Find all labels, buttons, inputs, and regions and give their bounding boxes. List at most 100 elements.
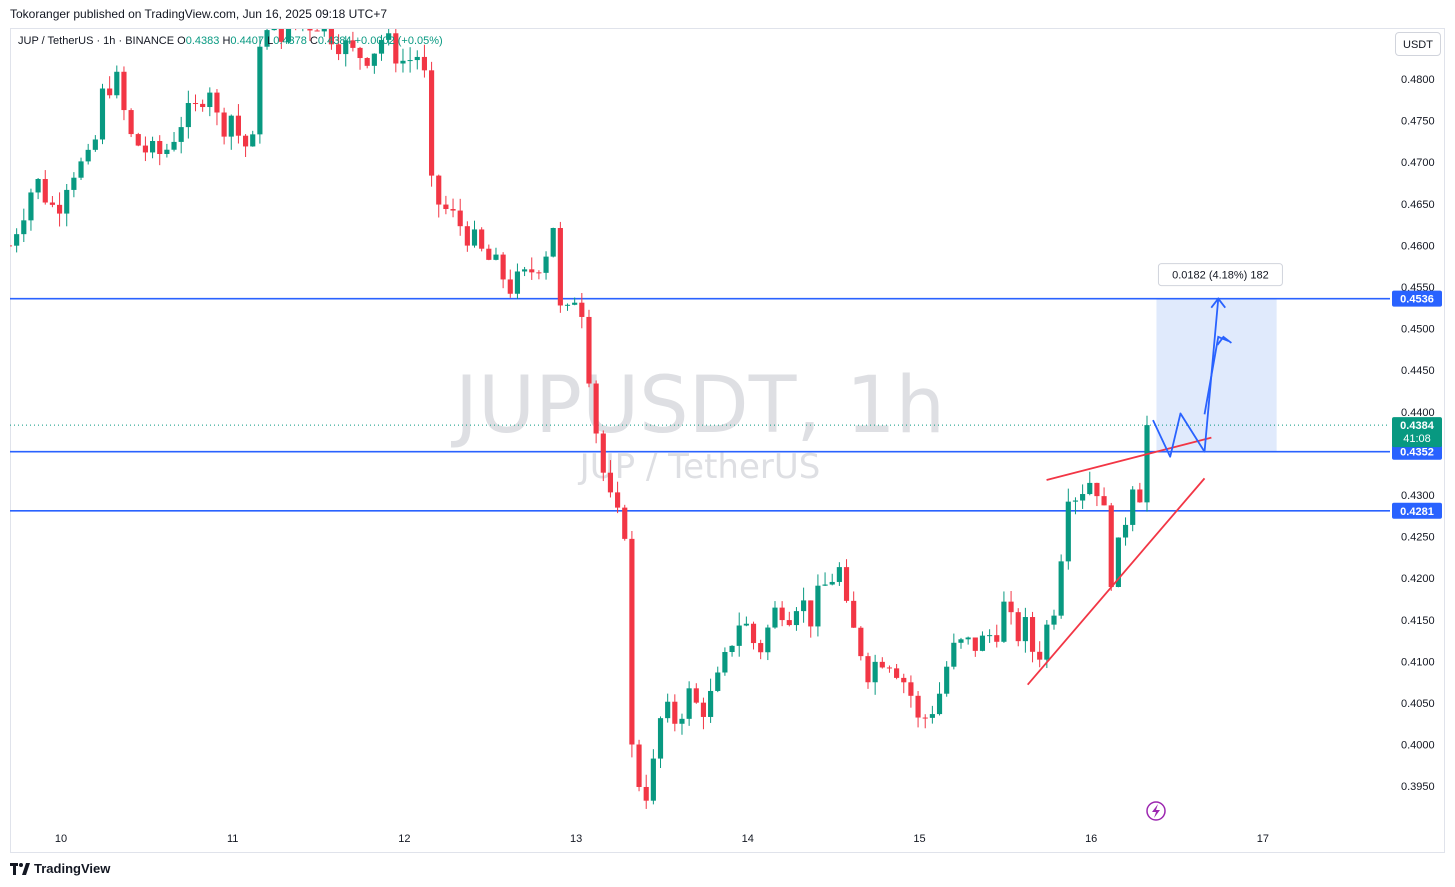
candle[interactable]	[14, 228, 20, 253]
candle[interactable]	[615, 481, 621, 514]
candle[interactable]	[99, 83, 106, 145]
trendline-2[interactable]	[1026, 477, 1206, 686]
candle[interactable]	[107, 76, 113, 99]
candle[interactable]	[429, 61, 435, 187]
candle[interactable]	[493, 247, 499, 261]
candle[interactable]	[414, 50, 420, 70]
candle[interactable]	[371, 53, 377, 74]
candle[interactable]	[536, 270, 542, 280]
candle[interactable]	[922, 714, 928, 729]
candle[interactable]	[936, 682, 943, 716]
candle[interactable]	[1122, 517, 1129, 546]
candle[interactable]	[228, 114, 234, 150]
candle[interactable]	[71, 172, 77, 198]
candle[interactable]	[336, 34, 342, 61]
candle[interactable]	[457, 198, 463, 236]
candle[interactable]	[264, 19, 270, 50]
candle[interactable]	[350, 31, 356, 52]
candle[interactable]	[1058, 554, 1064, 619]
candle[interactable]	[271, 21, 277, 31]
candle[interactable]	[643, 774, 649, 809]
candle[interactable]	[78, 157, 84, 180]
projection-path[interactable]	[1152, 298, 1220, 458]
candle[interactable]	[543, 251, 549, 280]
candle[interactable]	[92, 135, 98, 152]
candle[interactable]	[507, 269, 513, 298]
candle[interactable]	[1094, 482, 1100, 507]
candle[interactable]	[672, 694, 678, 732]
candle[interactable]	[357, 46, 363, 70]
candle[interactable]	[343, 35, 349, 67]
candle[interactable]	[149, 136, 156, 159]
candle[interactable]	[464, 221, 470, 252]
candle[interactable]	[407, 47, 413, 73]
candle[interactable]	[28, 188, 34, 231]
candle[interactable]	[278, 23, 284, 49]
candle[interactable]	[879, 657, 885, 669]
candle[interactable]	[49, 196, 55, 208]
candle[interactable]	[21, 208, 27, 242]
candle[interactable]	[758, 639, 764, 660]
candle[interactable]	[1130, 486, 1136, 532]
candle[interactable]	[471, 220, 478, 248]
candle[interactable]	[929, 705, 935, 724]
candle[interactable]	[965, 636, 971, 645]
candle[interactable]	[207, 87, 213, 117]
candle[interactable]	[629, 531, 635, 758]
candle[interactable]	[886, 665, 893, 673]
candle[interactable]	[514, 263, 521, 300]
candle[interactable]	[872, 654, 878, 695]
candle[interactable]	[307, 21, 313, 41]
candle[interactable]	[142, 136, 148, 162]
symbol-title[interactable]: JUP / TetherUS · 1h · BINANCE	[18, 35, 175, 47]
candle[interactable]	[944, 661, 950, 697]
candle[interactable]	[972, 637, 978, 657]
candle[interactable]	[579, 292, 585, 329]
candle[interactable]	[321, 22, 327, 37]
candle[interactable]	[815, 574, 821, 637]
candle[interactable]	[285, 7, 292, 44]
candle[interactable]	[1015, 608, 1021, 647]
candle[interactable]	[901, 673, 907, 694]
candle[interactable]	[1029, 611, 1036, 663]
candle[interactable]	[829, 573, 835, 586]
candle[interactable]	[657, 716, 664, 769]
candle[interactable]	[443, 195, 449, 215]
candle[interactable]	[450, 198, 456, 218]
candle[interactable]	[479, 227, 485, 252]
candle[interactable]	[1072, 497, 1079, 515]
candle[interactable]	[736, 612, 742, 657]
candle[interactable]	[328, 16, 335, 50]
candle[interactable]	[192, 94, 199, 112]
candle[interactable]	[1001, 591, 1007, 643]
candle[interactable]	[257, 37, 263, 144]
candle[interactable]	[557, 221, 563, 313]
candle[interactable]	[185, 90, 191, 139]
candle[interactable]	[858, 626, 864, 661]
candle[interactable]	[56, 192, 63, 227]
candle[interactable]	[593, 380, 599, 444]
candle[interactable]	[529, 257, 535, 280]
candle[interactable]	[786, 611, 792, 627]
candle[interactable]	[1051, 609, 1057, 630]
candle[interactable]	[607, 460, 614, 498]
candle[interactable]	[522, 266, 528, 277]
candle[interactable]	[486, 244, 492, 261]
candle[interactable]	[715, 666, 721, 693]
candle[interactable]	[1022, 607, 1028, 653]
candle[interactable]	[622, 504, 628, 541]
candle[interactable]	[386, 26, 392, 46]
candle[interactable]	[300, 24, 305, 32]
candle[interactable]	[808, 600, 814, 638]
candle[interactable]	[693, 683, 699, 704]
candle[interactable]	[679, 713, 685, 735]
candle[interactable]	[722, 647, 728, 676]
candle[interactable]	[958, 637, 964, 649]
candle[interactable]	[1037, 641, 1043, 668]
candle[interactable]	[1080, 484, 1086, 509]
candle[interactable]	[636, 739, 642, 792]
candle[interactable]	[564, 303, 571, 311]
candle[interactable]	[64, 184, 70, 227]
candle[interactable]	[214, 89, 220, 126]
